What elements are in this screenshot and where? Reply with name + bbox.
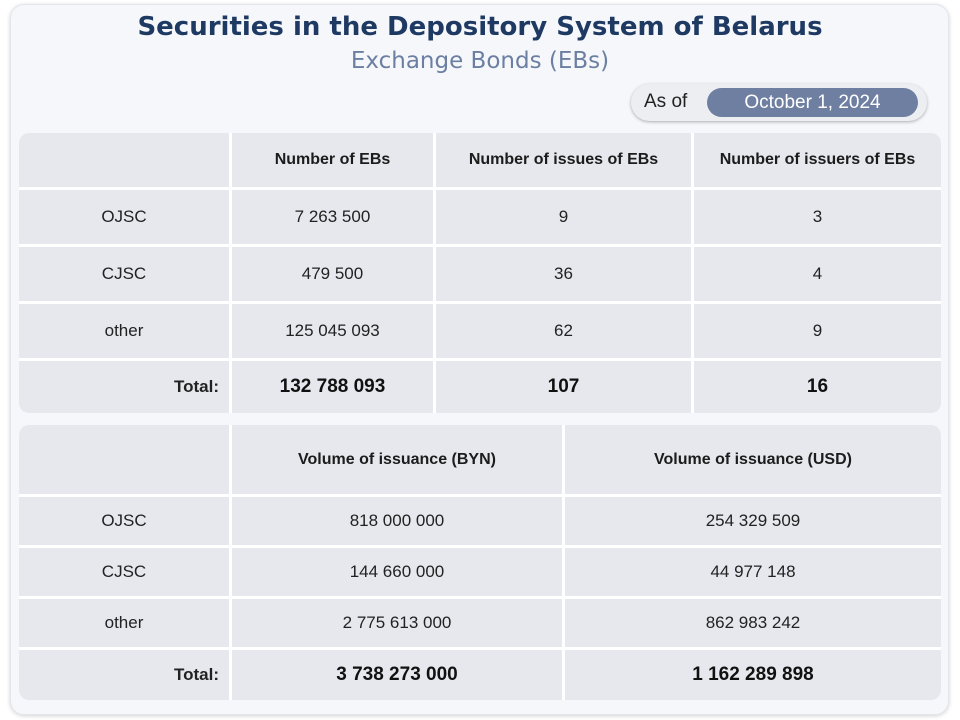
row-label: OJSC: [19, 497, 229, 545]
row-label: OJSC: [19, 190, 229, 244]
total-cell: 132 788 093: [232, 361, 433, 413]
eb-count-table: Number of EBs Number of issues of EBs Nu…: [19, 133, 941, 413]
table-cell: 62: [436, 304, 691, 358]
as-of-badge: As of October 1, 2024: [631, 84, 927, 121]
table-header-cell: [19, 425, 229, 494]
page-subtitle: Exchange Bonds (EBs): [350, 48, 610, 74]
as-of-label: As of: [644, 91, 688, 112]
table-header-cell: Volume of issuance (USD): [565, 425, 941, 494]
table-header-cell: Volume of issuance (BYN): [232, 425, 562, 494]
table-cell: 3: [694, 190, 941, 244]
total-cell: 1 162 289 898: [565, 650, 941, 700]
table-cell: 44 977 148: [565, 548, 941, 596]
row-label: other: [19, 304, 229, 358]
total-cell: 3 738 273 000: [232, 650, 562, 700]
table-cell: 479 500: [232, 247, 433, 301]
table-cell: 125 045 093: [232, 304, 433, 358]
table-header-cell: Number of issuers of EBs: [694, 133, 941, 187]
table-cell: 9: [436, 190, 691, 244]
table-header-cell: Number of EBs: [232, 133, 433, 187]
table-cell: 818 000 000: [232, 497, 562, 545]
table-cell: 254 329 509: [565, 497, 941, 545]
as-of-date: October 1, 2024: [707, 88, 918, 117]
table-cell: 9: [694, 304, 941, 358]
table-cell: 2 775 613 000: [232, 599, 562, 647]
row-label: other: [19, 599, 229, 647]
total-label: Total:: [19, 650, 229, 700]
page-title: Securities in the Depository System of B…: [137, 12, 823, 42]
table-cell: 862 983 242: [565, 599, 941, 647]
total-label: Total:: [19, 361, 229, 413]
row-label: CJSC: [19, 548, 229, 596]
table-cell: 144 660 000: [232, 548, 562, 596]
table-header-cell: [19, 133, 229, 187]
total-cell: 16: [694, 361, 941, 413]
table-cell: 36: [436, 247, 691, 301]
issuance-volume-table: Volume of issuance (BYN) Volume of issua…: [19, 425, 941, 700]
row-label: CJSC: [19, 247, 229, 301]
table-cell: 4: [694, 247, 941, 301]
table-cell: 7 263 500: [232, 190, 433, 244]
total-cell: 107: [436, 361, 691, 413]
table-header-cell: Number of issues of EBs: [436, 133, 691, 187]
